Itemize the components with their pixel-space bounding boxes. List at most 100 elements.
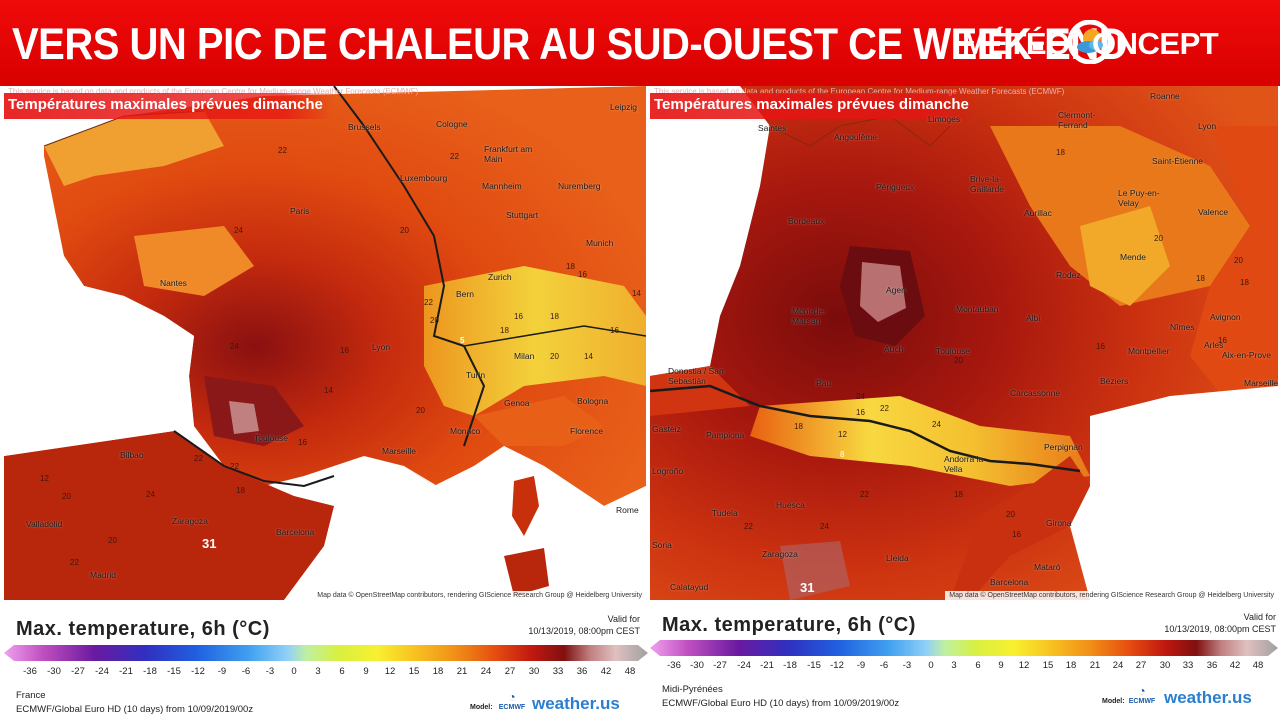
scale-tick: -6	[879, 660, 889, 671]
scale-tick: -27	[71, 666, 85, 677]
scale-tick: -9	[856, 660, 866, 671]
map-attribution: Map data © OpenStreetMap contributors, r…	[313, 591, 646, 600]
scale-tick: 24	[480, 666, 492, 677]
temperature-map-midi-pyrenees	[650, 86, 1278, 600]
city-label: Turin	[466, 370, 486, 380]
city-label: Valence	[1198, 207, 1229, 217]
isotherm-label: 14	[324, 386, 333, 395]
scale-tick: 12	[1018, 660, 1030, 671]
model-run-label: ECMWF/Global Euro HD (10 days) from 10/0…	[16, 704, 254, 715]
city-label: Rome	[616, 505, 639, 515]
city-label: Nuremberg	[558, 181, 601, 191]
city-label: Zaragoza	[172, 516, 208, 526]
city-label: Brussels	[348, 122, 381, 132]
city-label: Luxembourg	[400, 173, 448, 183]
city-label: Pamplona	[706, 430, 745, 440]
title-banner: VERS UN PIC DE CHALEUR AU SUD-OUEST CE W…	[0, 0, 1280, 86]
scale-tick: 24	[1112, 660, 1124, 671]
isotherm-label: 16	[298, 438, 307, 447]
isotherm-label: 12	[838, 430, 847, 439]
map-attribution: Map data © OpenStreetMap contributors, r…	[945, 591, 1278, 600]
isotherm-label: 24	[932, 420, 941, 429]
city-label: Mannheim	[482, 181, 522, 191]
scale-tick: 15	[408, 666, 420, 677]
scale-tick: -36	[667, 660, 681, 671]
model-run-label: ECMWF/Global Euro HD (10 days) from 10/0…	[662, 698, 900, 709]
isotherm-label: 20	[1006, 510, 1015, 519]
city-label: Mende	[1120, 252, 1146, 262]
isotherm-label: 12	[40, 474, 49, 483]
isotherm-label: 22	[194, 454, 203, 463]
isotherm-label: 18	[794, 422, 803, 431]
city-label: Saintes	[758, 123, 787, 133]
legend-title: Max. temperature, 6h (°C)	[16, 618, 270, 640]
isotherm-label: 18	[1196, 274, 1205, 283]
scale-tick: -9	[217, 666, 227, 677]
valid-time: 10/13/2019, 08:00pm CEST	[1164, 624, 1276, 634]
scale-tick: 9	[363, 666, 369, 677]
city-label: Montpellier	[1128, 346, 1170, 356]
city-label: Nîmes	[1170, 322, 1195, 332]
city-label: Bologna	[577, 396, 609, 406]
city-label: Marseille	[382, 446, 417, 456]
region-label: Midi-Pyrénées	[662, 684, 723, 695]
isotherm-label: 20	[954, 356, 963, 365]
isotherm-label: 22	[230, 462, 239, 471]
isotherm-label: 22	[860, 490, 869, 499]
city-label: Avignon	[1210, 312, 1241, 322]
scale-tick: 21	[1089, 660, 1101, 671]
temperature-scale-bar	[4, 645, 648, 661]
scale-tick: 18	[1065, 660, 1077, 671]
city-label: Bilbao	[120, 450, 144, 460]
scale-tick: 6	[339, 666, 345, 677]
city-label: Huesca	[776, 500, 805, 510]
scale-tick: -21	[760, 660, 774, 671]
city-label: Soria	[652, 540, 672, 550]
scale-tick: -15	[167, 666, 181, 677]
ecmwf-text: ECMWF	[1128, 698, 1156, 705]
isotherm-label: 20	[430, 316, 439, 325]
city-label: Donostia / San Sebastián	[668, 366, 724, 386]
city-label: Zaragoza	[762, 549, 798, 559]
isotherm-label: 24	[146, 490, 155, 499]
isotherm-label: 20	[416, 406, 425, 415]
isotherm-label: 22	[744, 522, 753, 531]
city-label: Perpignan	[1044, 442, 1083, 452]
scale-tick: -18	[143, 666, 157, 677]
isotherm-label: 24	[856, 392, 865, 401]
city-label: Marseille	[1244, 378, 1278, 388]
city-label: Andorra la Vella	[944, 454, 984, 474]
city-label: Leipzig	[610, 102, 637, 112]
city-label: Lyon	[372, 342, 391, 352]
isotherm-label: 14	[632, 289, 641, 298]
ecmwf-logo: ◔ ECMWF	[1124, 684, 1160, 705]
scale-tick: 36	[1206, 660, 1218, 671]
region-label: France	[16, 690, 46, 701]
scale-tick: 0	[291, 666, 297, 677]
ecmwf-icon: ◔	[1138, 684, 1146, 698]
logo-concept-text: ONCEPT	[1092, 26, 1219, 61]
scale-tick: 42	[1229, 660, 1241, 671]
city-label: Brive-la-Gaillarde	[970, 174, 1005, 194]
valid-for-label: Valid for	[607, 614, 640, 624]
scale-tick: -36	[23, 666, 37, 677]
city-label: Arles	[1204, 340, 1224, 350]
ecmwf-icon: ◔	[508, 690, 516, 704]
scale-tick: 15	[1042, 660, 1054, 671]
city-label: Paris	[290, 206, 310, 216]
city-label: Angoulême	[834, 132, 878, 142]
isotherm-label: 18	[550, 312, 559, 321]
ecmwf-text: ECMWF	[498, 704, 526, 711]
scale-tick: 33	[552, 666, 564, 677]
city-label: Madrid	[90, 570, 116, 580]
isotherm-label: 24	[234, 226, 243, 235]
city-label: Toulouse	[936, 346, 971, 356]
weather-us-logo: weather.us	[532, 694, 620, 713]
city-label: Carcassonne	[1010, 388, 1061, 398]
scale-tick: -24	[95, 666, 109, 677]
city-label: Frankfurt am Main	[484, 144, 533, 164]
isotherm-label: 22	[880, 404, 889, 413]
scale-tick: -30	[690, 660, 704, 671]
city-label: Toulouse	[254, 433, 289, 443]
